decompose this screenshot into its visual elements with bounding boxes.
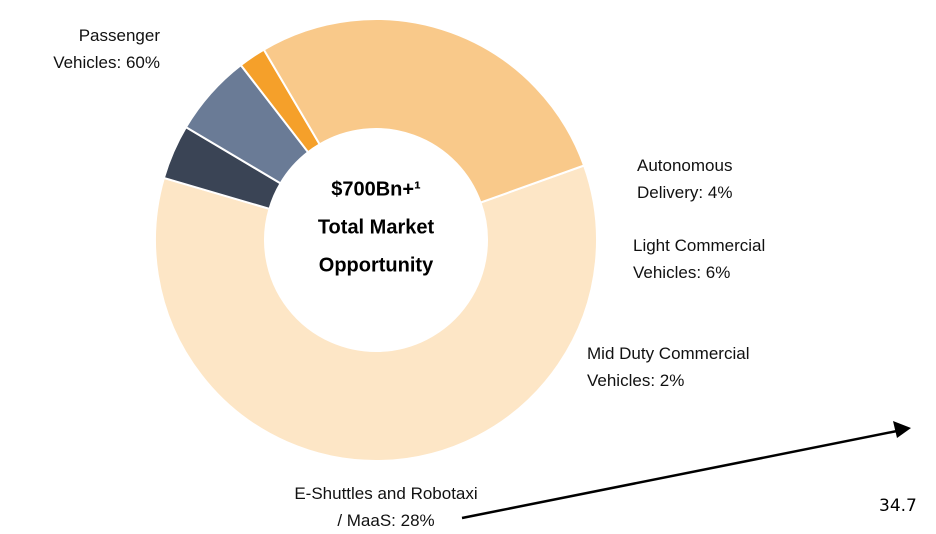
slice <box>262 18 586 204</box>
center-label: Opportunity <box>319 254 434 276</box>
slice <box>154 164 598 462</box>
slice-label: E-Shuttles and Robotaxi / MaaS: 28% <box>294 484 478 530</box>
arrow-line <box>461 429 898 520</box>
slice-label: Autonomous Delivery: 4% <box>637 156 733 202</box>
slice-label: Light Commercial Vehicles: 6% <box>633 236 766 282</box>
slice-label: Mid Duty Commercial Vehicles: 2% <box>587 344 750 390</box>
center-label: $700Bn+¹ <box>331 178 421 200</box>
annotation: 34.7 <box>879 496 917 516</box>
center-label: Total Market <box>318 216 435 238</box>
slice-label: Passenger Vehicles: 60% <box>53 26 160 72</box>
arrow-head <box>893 421 911 438</box>
